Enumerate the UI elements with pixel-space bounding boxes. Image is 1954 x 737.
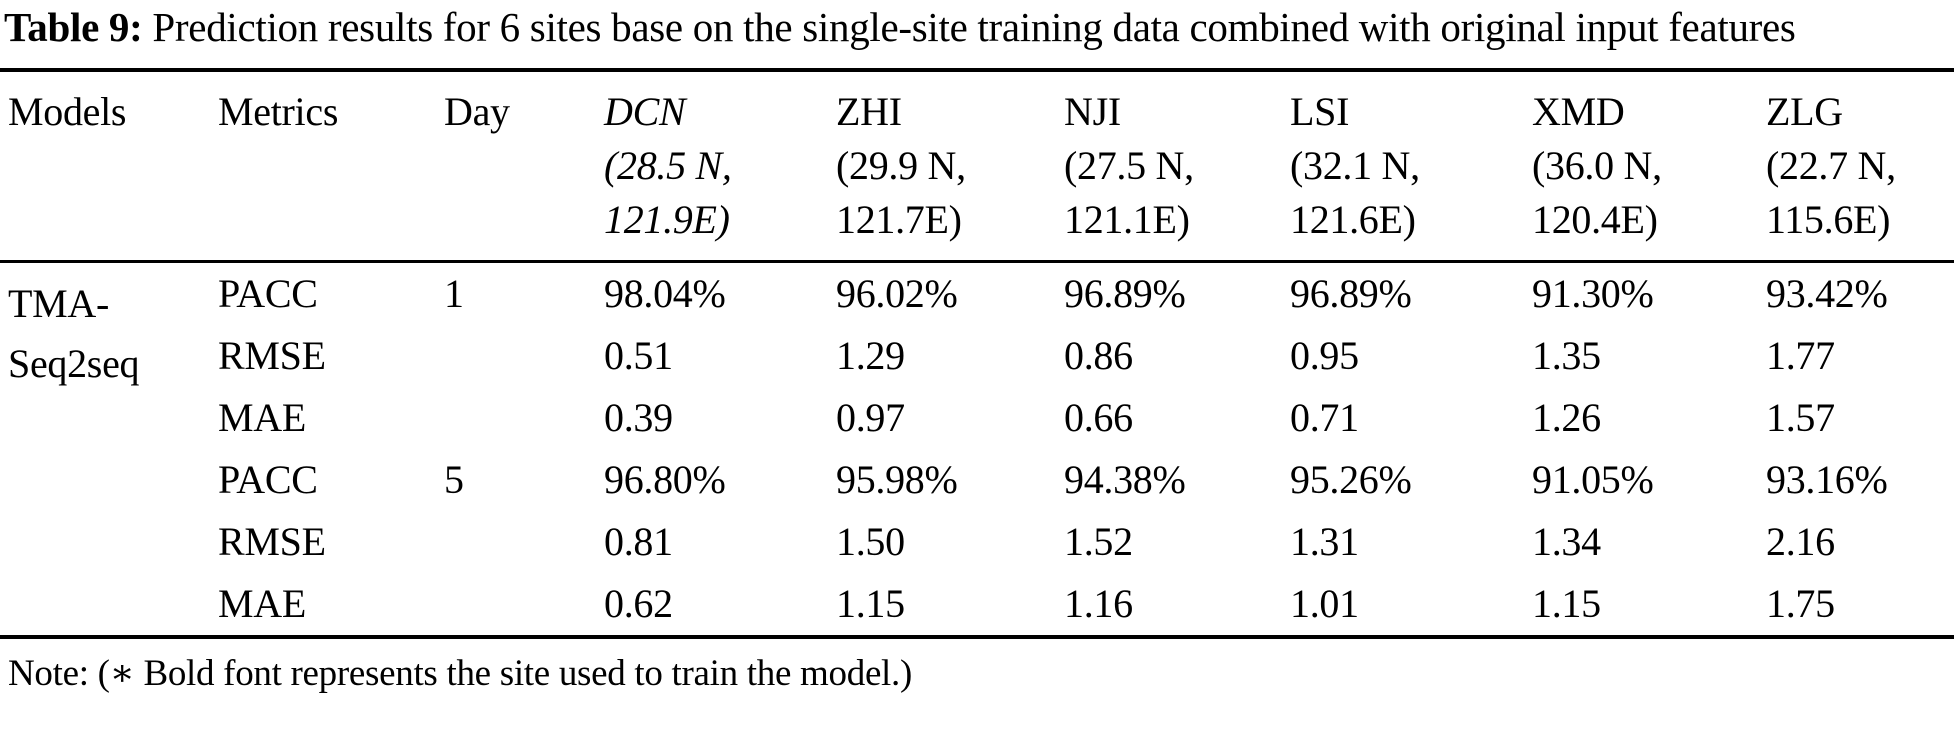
value-cell: 1.34 (1532, 519, 1601, 564)
site-header-dcn: DCN (28.5 N, 121.9E) (604, 70, 836, 262)
results-table: Models Metrics Day DCN (28.5 N, 121.9E) … (0, 68, 1954, 639)
model-cell: TMA-Seq2seq (8, 281, 140, 386)
col-header-models: Models (8, 89, 127, 134)
value-cell: 96.89% (1290, 271, 1412, 316)
value-cell: 1.29 (836, 333, 905, 378)
value-cell: 1.52 (1064, 519, 1133, 564)
value-cell: 93.42% (1766, 271, 1888, 316)
day-cell (444, 573, 604, 637)
col-header-metrics: Metrics (218, 89, 339, 134)
day-cell (444, 511, 604, 573)
metric-cell: PACC (218, 271, 318, 316)
value-cell: 98.04% (604, 271, 726, 316)
value-cell: 0.39 (604, 395, 673, 440)
site-coords: (36.0 N, 120.4E) (1532, 143, 1662, 242)
value-cell: 1.75 (1766, 581, 1835, 626)
header-row: Models Metrics Day DCN (28.5 N, 121.9E) … (0, 70, 1954, 262)
day-cell: 1 (444, 271, 464, 316)
col-header-day: Day (444, 89, 510, 134)
table-caption-text: Prediction results for 6 sites base on t… (142, 4, 1796, 50)
value-cell: 91.30% (1532, 271, 1654, 316)
site-name: DCN (604, 89, 686, 134)
value-cell: 1.31 (1290, 519, 1359, 564)
site-coords: (28.5 N, 121.9E) (604, 143, 732, 242)
table-row: TMA-Seq2seq PACC 1 98.04% 96.02% 96.89% … (0, 262, 1954, 386)
value-cell: 95.26% (1290, 457, 1412, 502)
site-header-xmd: XMD (36.0 N, 120.4E) (1532, 70, 1766, 262)
value-cell: 1.26 (1532, 395, 1601, 440)
value-cell: 96.89% (1064, 271, 1186, 316)
metric-cell: MAE (218, 395, 306, 440)
site-name: NJI (1064, 89, 1121, 134)
site-name: XMD (1532, 89, 1625, 134)
value-cell: 1.15 (1532, 581, 1601, 626)
day-cell (444, 325, 604, 387)
table-row: MAE 0.39 0.97 0.66 0.71 1.26 1.57 (0, 387, 1954, 449)
value-cell: 91.05% (1532, 457, 1654, 502)
table-caption-label: Table 9: (4, 4, 143, 50)
site-name: ZHI (836, 89, 902, 134)
site-coords: (29.9 N, 121.7E) (836, 143, 966, 242)
value-cell: 0.97 (836, 395, 905, 440)
day-cell: 5 (444, 457, 464, 502)
value-cell: 1.50 (836, 519, 905, 564)
metric-cell: PACC (218, 457, 318, 502)
table-row: PACC 5 96.80% 95.98% 94.38% 95.26% 91.05… (0, 449, 1954, 511)
value-cell: 2.16 (1766, 519, 1835, 564)
value-cell: 96.02% (836, 271, 958, 316)
site-coords: (22.7 N, 115.6E) (1766, 143, 1896, 242)
site-coords: (27.5 N, 121.1E) (1064, 143, 1194, 242)
value-cell: 1.35 (1532, 333, 1601, 378)
table-row: RMSE 0.81 1.50 1.52 1.31 1.34 2.16 (0, 511, 1954, 573)
site-name: ZLG (1766, 89, 1843, 134)
value-cell: 95.98% (836, 457, 958, 502)
metric-cell: MAE (218, 581, 306, 626)
value-cell: 0.81 (604, 519, 673, 564)
metric-cell: RMSE (218, 333, 326, 378)
site-name: LSI (1290, 89, 1350, 134)
value-cell: 0.51 (604, 333, 673, 378)
value-cell: 1.01 (1290, 581, 1359, 626)
metric-cell: RMSE (218, 519, 326, 564)
value-cell: 0.95 (1290, 333, 1359, 378)
table-row: MAE 0.62 1.15 1.16 1.01 1.15 1.75 (0, 573, 1954, 637)
value-cell: 96.80% (604, 457, 726, 502)
value-cell: 1.15 (836, 581, 905, 626)
value-cell: 1.57 (1766, 395, 1835, 440)
table-row: RMSE 0.51 1.29 0.86 0.95 1.35 1.77 (0, 325, 1954, 387)
day-cell (444, 387, 604, 449)
site-header-lsi: LSI (32.1 N, 121.6E) (1290, 70, 1532, 262)
site-header-zhi: ZHI (29.9 N, 121.7E) (836, 70, 1064, 262)
site-header-nji: NJI (27.5 N, 121.1E) (1064, 70, 1290, 262)
value-cell: 93.16% (1766, 457, 1888, 502)
table-caption: Table 9: Prediction results for 6 sites … (0, 0, 1954, 52)
table-note: Note: (∗ Bold font represents the site u… (8, 653, 913, 694)
value-cell: 0.66 (1064, 395, 1133, 440)
value-cell: 94.38% (1064, 457, 1186, 502)
site-coords: (32.1 N, 121.6E) (1290, 143, 1420, 242)
value-cell: 0.71 (1290, 395, 1359, 440)
site-header-zlg: ZLG (22.7 N, 115.6E) (1766, 70, 1954, 262)
value-cell: 1.16 (1064, 581, 1133, 626)
value-cell: 0.62 (604, 581, 673, 626)
value-cell: 0.86 (1064, 333, 1133, 378)
value-cell: 1.77 (1766, 333, 1835, 378)
